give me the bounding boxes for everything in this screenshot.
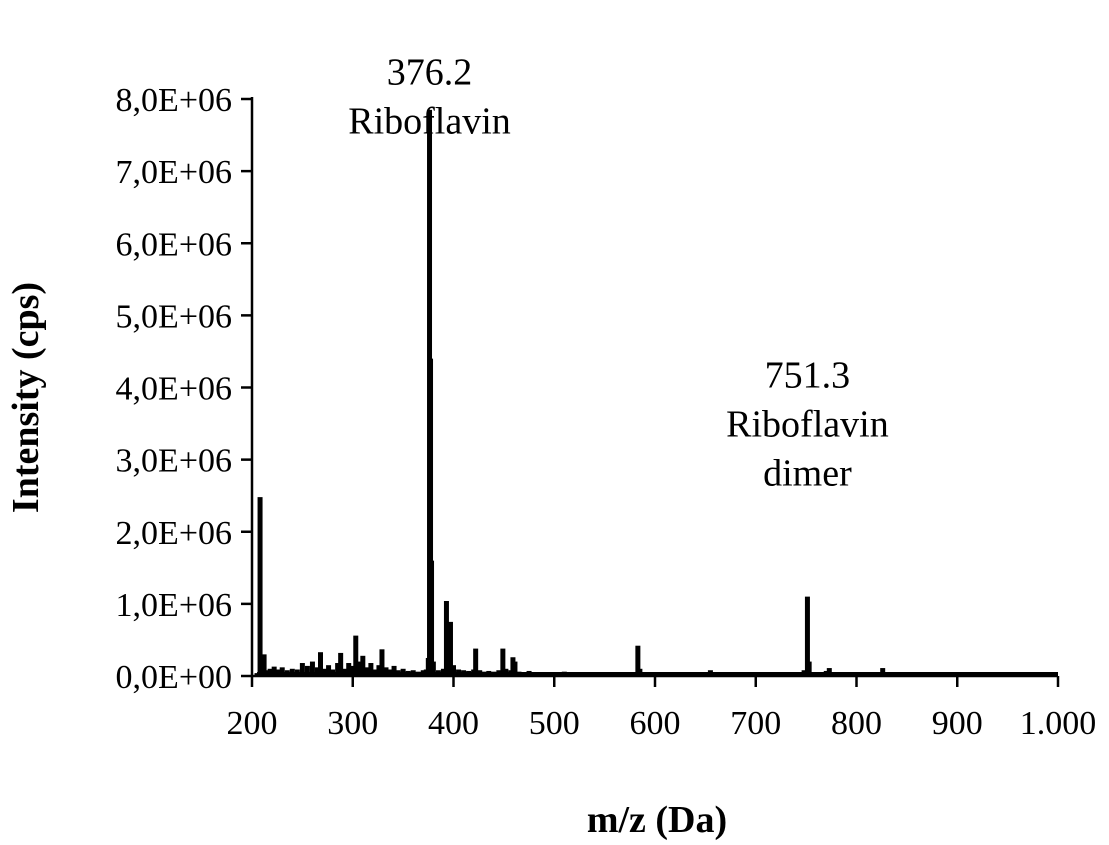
x-tick-label-2: 400 xyxy=(428,705,479,742)
y-tick-label-7: 7,0E+06 xyxy=(116,154,232,191)
x-tick-label-4: 600 xyxy=(630,705,681,742)
x-tick-label-6: 800 xyxy=(831,705,882,742)
y-tick-label-2: 2,0E+06 xyxy=(116,515,232,552)
peak-annotation-0-line-0: 376.2 xyxy=(387,52,473,94)
y-tick-label-3: 3,0E+06 xyxy=(116,443,232,480)
x-tick-label-3: 500 xyxy=(529,705,580,742)
x-tick-label-8: 1.000 xyxy=(1020,705,1097,742)
peak-annotation-0-line-1: Riboflavin xyxy=(348,101,511,143)
tick-marks xyxy=(241,97,1060,687)
axes xyxy=(250,97,1058,678)
peak-annotation-1: 751.3 Riboflavin dimer xyxy=(726,354,889,494)
y-tick-label-0: 0,0E+00 xyxy=(116,659,232,696)
y-tick-label-1: 1,0E+06 xyxy=(116,587,232,624)
spectrum-peaks xyxy=(254,109,1058,676)
y-tick-label-4: 4,0E+06 xyxy=(116,371,232,408)
x-axis-title: m/z (Da) xyxy=(587,799,727,841)
peak-annotations: 376.2 Riboflavin 751.3 Riboflavin dimer xyxy=(348,52,888,495)
y-tick-label-8: 8,0E+06 xyxy=(116,82,232,119)
peak-annotation-1-line-2: dimer xyxy=(763,452,852,494)
x-tick-label-1: 300 xyxy=(327,705,378,742)
x-tick-label-7: 900 xyxy=(932,705,983,742)
x-tick-label-5: 700 xyxy=(730,705,781,742)
y-axis-title: Intensity (cps) xyxy=(5,282,47,513)
peak-annotation-1-line-1: Riboflavin xyxy=(726,403,889,445)
y-tick-label-5: 5,0E+06 xyxy=(116,298,232,335)
peak-annotation-0: 376.2 Riboflavin xyxy=(348,52,511,143)
tick-labels: 0,0E+00 1,0E+06 2,0E+06 3,0E+06 4,0E+06 5,0E+… xyxy=(116,82,1097,742)
peak-annotation-1-line-0: 751.3 xyxy=(765,354,851,396)
x-tick-label-0: 200 xyxy=(227,705,278,742)
y-tick-label-6: 6,0E+06 xyxy=(116,226,232,263)
